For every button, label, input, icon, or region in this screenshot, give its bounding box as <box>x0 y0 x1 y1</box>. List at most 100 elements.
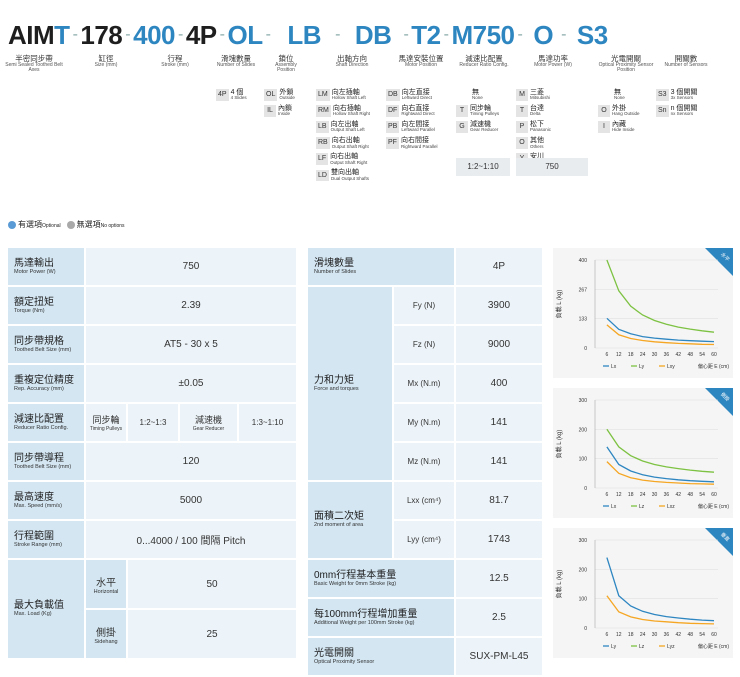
option-cn: 向左插軸 <box>331 89 360 96</box>
legend-label: Lx <box>611 364 617 370</box>
segment-label: 缸徑 Size (mm) <box>94 54 118 68</box>
option-row: O 其他 Others <box>516 137 551 150</box>
option-cn: 外掛 <box>612 105 626 113</box>
option-tag: LF <box>316 153 329 166</box>
option-row: M 三菱 Mitsubishi <box>516 89 551 101</box>
segment-label: 光電開關 Optical Proximity Sensor Position <box>598 54 654 74</box>
option-cn: 4 個 <box>230 89 244 96</box>
x-tick-label: 12 <box>616 492 622 498</box>
option-en: Outside <box>279 95 295 101</box>
spec-label: 光電開關 Optical Proximity Sensor <box>306 636 456 677</box>
load-horizontal-value: 50 <box>126 558 298 610</box>
option-en: Rightward Parallel <box>400 143 438 149</box>
option-cn: 向右出軸 <box>330 153 359 161</box>
force-value: 9000 <box>454 324 544 365</box>
option-en: None <box>614 95 625 101</box>
series-line-lyz <box>606 595 715 625</box>
option-en: Others <box>530 143 544 149</box>
shaft-options: LM 向左插軸 Hollow Shaft Left RM 向右插軸 Hollow Shaf… <box>316 89 370 185</box>
segment-label: 行程 Stroke (mm) <box>161 54 189 68</box>
x-tick-label: 48 <box>687 352 693 358</box>
option-cn: 向左直接 <box>401 89 430 96</box>
option-cn: 無 <box>614 89 621 96</box>
segment-label: 減速比配置 Reducer Ratio Config. <box>459 54 509 68</box>
option-tag: Sn <box>656 105 669 117</box>
option-row: LB 向左出軸 Output Shaft Left <box>316 121 370 133</box>
spec-label: 每100mm行程增加重量 Additional Weight per 100mm … <box>306 597 456 638</box>
spec-value: 4P <box>454 246 544 287</box>
option-row: T 台達 Delta <box>516 105 551 117</box>
spec-value: SUX-PM-L45 <box>454 636 544 677</box>
option-row: 無 None <box>456 89 499 101</box>
option-cn: 內鎖 <box>278 105 292 113</box>
option-en: Panasonic <box>530 127 552 133</box>
corner-badge <box>705 248 733 276</box>
position-options: OL 外鎖 Outside IL 內鎖 Inside <box>264 89 295 121</box>
series-line-ly <box>606 557 715 622</box>
code-part: S3 <box>576 19 608 50</box>
product-code: AIM T -178 -400 -4P - OL - LB - DB - T2 - M750… <box>8 19 608 50</box>
load-horizontal-label: 水平 Horizontal <box>84 558 128 610</box>
option-row: G 減速機 Gear Reducer <box>456 121 499 133</box>
option-tag: RM <box>316 105 331 117</box>
option-cn: 三菱 <box>530 89 544 96</box>
spec-table-left: 馬達輸出 Motor Power (W) 750 額定扭矩 Torque (Nm) 2.… <box>6 246 299 660</box>
code-part: 178 <box>80 19 123 50</box>
option-tag: OL <box>264 89 278 101</box>
spec-label: 最高速度 Max. Speed (mm/s) <box>6 480 86 521</box>
option-en: Rightward Direct <box>401 111 435 117</box>
option-tag: 4P <box>216 89 229 101</box>
option-en: Mitsubishi <box>530 95 551 101</box>
optional-dot <box>8 220 16 229</box>
x-tick-label: 60 <box>711 352 717 358</box>
spec-value: 12.5 <box>454 558 544 599</box>
segment-label: 馬達安裝位置 Motor Position <box>398 54 444 68</box>
force-value: 141 <box>454 402 544 443</box>
option-cn: 向右間接 <box>400 137 429 145</box>
spec-label: 最大負載值 Max. Load (Kg) <box>6 558 86 660</box>
option-en: Leftward Parallel <box>401 127 435 133</box>
series-line-lz <box>606 428 715 473</box>
y-tick-label: 0 <box>584 346 587 352</box>
option-en: Gear Reducer <box>470 127 499 133</box>
code-part: M750 <box>451 19 515 50</box>
x-tick-label: 42 <box>676 352 682 358</box>
option-en: Hang Outside <box>612 111 640 117</box>
option-row: RB 向右出軸 Output Shaft Right <box>316 137 370 150</box>
force-value: 141 <box>454 441 544 482</box>
x-tick-label: 42 <box>676 492 682 498</box>
y-tick-label: 0 <box>584 626 587 632</box>
y-tick-label: 300 <box>579 398 588 404</box>
none-dot <box>66 220 75 229</box>
x-axis-label: 偏心距 E (cm) <box>698 503 729 510</box>
y-tick-label: 300 <box>579 538 588 544</box>
spec-value: AT5 - 30 x 5 <box>84 324 298 365</box>
y-axis-label: 負載 L (kg) <box>555 430 563 459</box>
y-tick-label: 0 <box>584 486 587 492</box>
segment-label: 出軸方向 Shaft Direction <box>335 54 369 68</box>
spec-label: 0mm行程基本重量 Basic Weight for 0mm Stroke (kg… <box>306 558 456 599</box>
reducer-ratio: 1:2~1:10 <box>456 158 510 176</box>
legend-label: Lyz <box>667 644 675 650</box>
x-tick-label: 48 <box>687 492 693 498</box>
option-cn: 其他 <box>530 137 544 145</box>
x-tick-label: 36 <box>664 632 670 638</box>
legend-label: Lxz <box>667 504 675 510</box>
option-en: None <box>472 95 483 101</box>
option-cn: 向右出軸 <box>331 137 360 145</box>
spec-value: 2.39 <box>84 285 298 326</box>
x-tick-label: 48 <box>687 632 693 638</box>
option-row: LD 雙向出軸 Dual Output Shafts <box>316 169 370 182</box>
option-tag: DF <box>386 105 400 117</box>
corner-badge <box>705 388 733 416</box>
y-tick-label: 100 <box>579 457 588 463</box>
force-value: 3900 <box>454 285 544 326</box>
x-tick-label: 36 <box>664 492 670 498</box>
option-row: Sn n 個開關 nx Sensors <box>656 105 697 117</box>
x-axis-label: 偏心距 E (cm) <box>698 363 729 370</box>
option-en: 4 Slides <box>230 95 247 101</box>
moment-key: Lyy (cm⁴) <box>392 519 456 560</box>
option-cn: 3 個開關 <box>670 89 698 96</box>
x-tick-label: 60 <box>711 492 717 498</box>
y-tick-label: 133 <box>579 317 588 323</box>
